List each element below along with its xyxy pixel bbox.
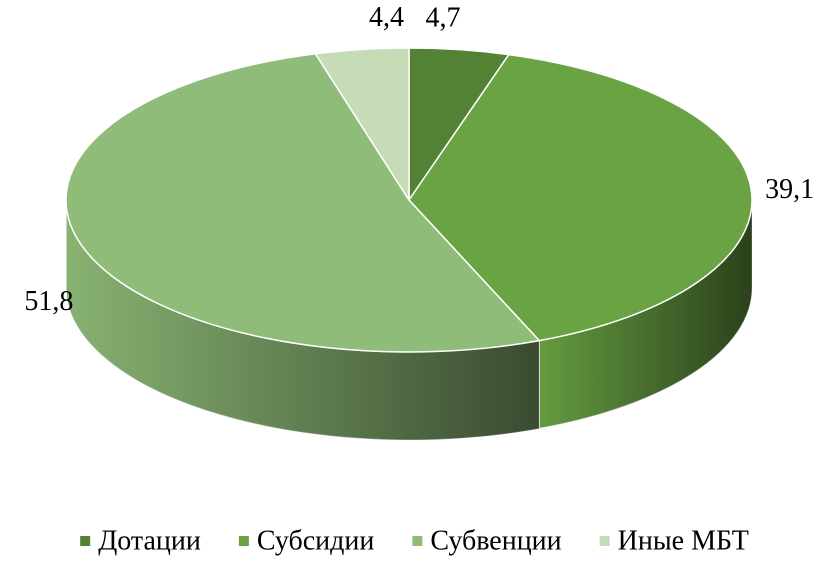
legend-label: Дотации: [98, 525, 201, 556]
pie-slice: [65, 52, 541, 353]
side-shade: [66, 200, 540, 440]
data-label: 4,7: [426, 2, 461, 33]
side-shade: [539, 200, 752, 429]
legend-swatch: [238, 536, 249, 546]
data-label: 51,8: [24, 286, 73, 317]
pie-slice: [408, 53, 753, 342]
data-label: 39,1: [765, 174, 814, 205]
legend-label: Субсидии: [257, 525, 374, 556]
data-label: 4,4: [369, 2, 404, 33]
legend-label: Иные МБТ: [618, 525, 749, 556]
legend-swatch: [80, 536, 91, 546]
legend-swatch: [599, 536, 610, 546]
legend-label: Субвенции: [430, 525, 561, 556]
pie-slice: [314, 47, 410, 203]
legend-swatch: [412, 536, 423, 546]
